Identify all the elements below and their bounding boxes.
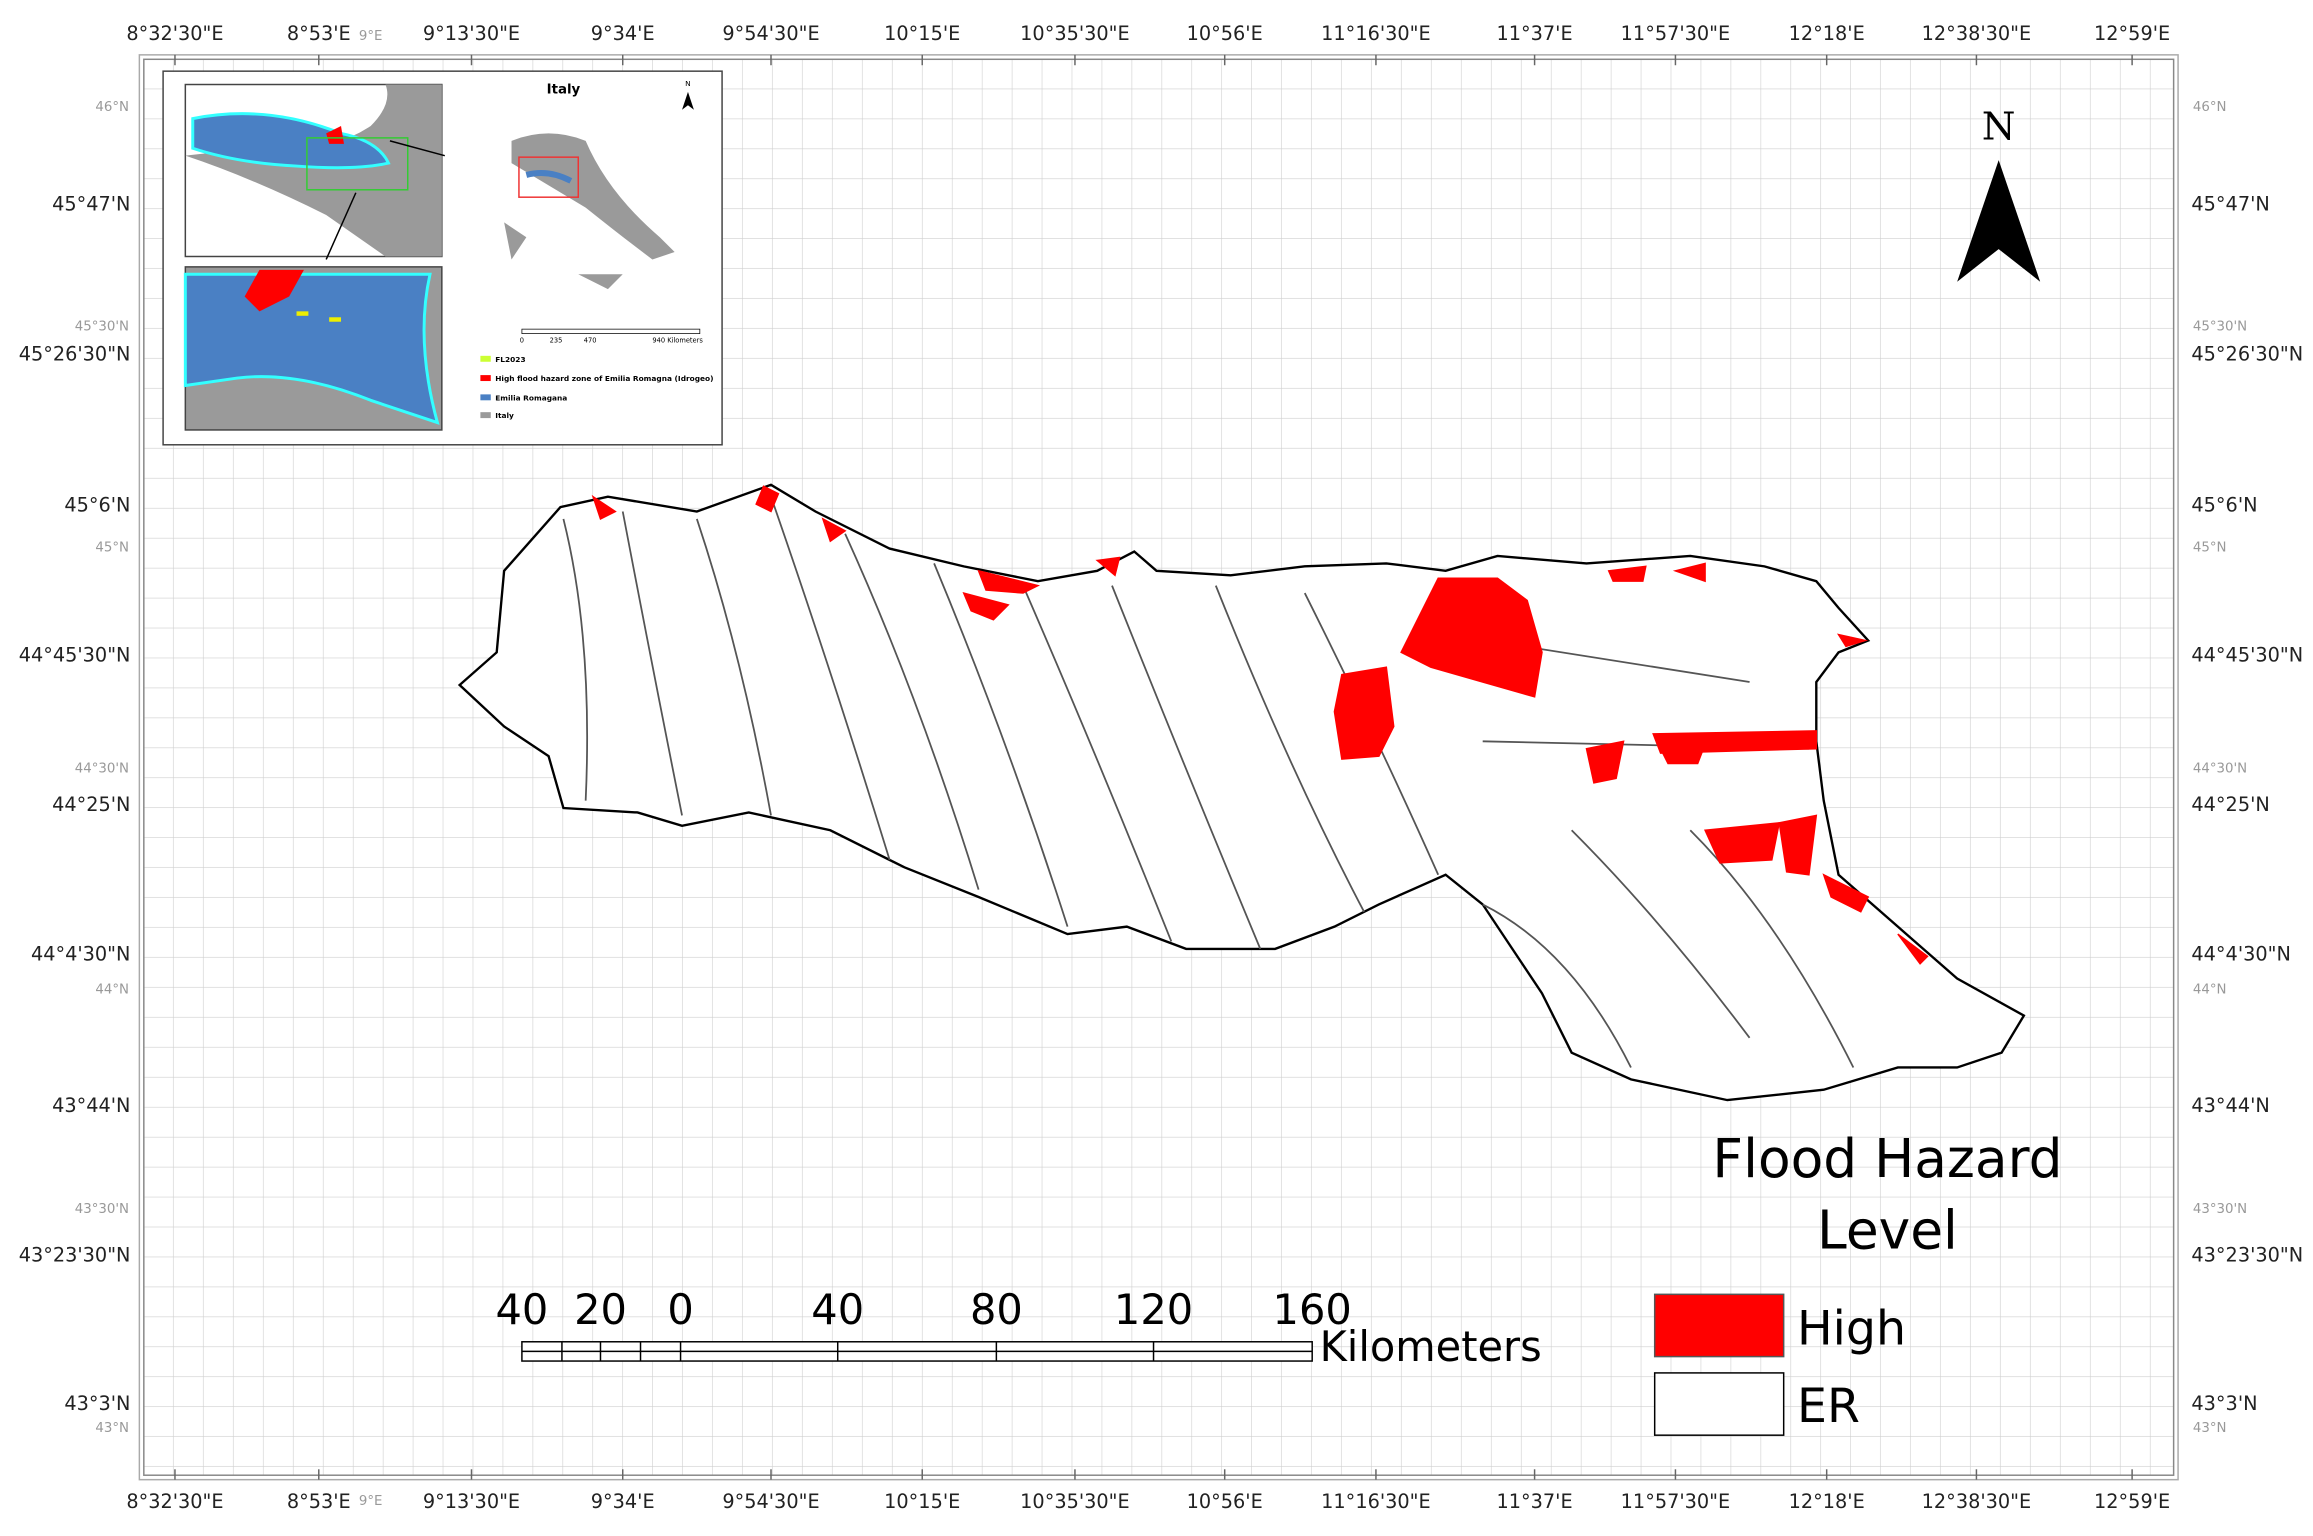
latitude-label: 44°4'30"N [2191, 943, 2291, 966]
minor-longitude-label: 9°E [359, 1494, 383, 1509]
longitude-label: 11°37'E [1497, 1490, 1573, 1513]
longitude-label: 9°54'30"E [722, 22, 819, 45]
longitude-label: 9°34'E [591, 22, 655, 45]
minor-latitude-label: 43°30'N [75, 1202, 129, 1217]
longitude-label: 8°53'E [287, 1490, 351, 1513]
inset-legend-label: FL2023 [495, 355, 525, 364]
legend-title: Flood Hazard [1712, 1127, 2062, 1190]
inset-scale-label: 0 [520, 336, 524, 344]
inset-scale-label: 235 [550, 336, 563, 344]
latitude-label: 44°45'30"N [19, 643, 131, 666]
inset-legend-label: High flood hazard zone of Emilia Romagna… [495, 374, 713, 383]
legend-label: High [1797, 1302, 1906, 1357]
longitude-label: 12°59'E [2094, 1490, 2170, 1513]
longitude-label: 9°13'30"E [423, 1490, 520, 1513]
inset-north: N [685, 79, 691, 88]
minor-latitude-label: 43°N [2193, 1421, 2227, 1436]
minor-latitude-label: 44°30'N [75, 761, 129, 776]
longitude-label: 12°38'30"E [1922, 1490, 2032, 1513]
longitude-label: 11°37'E [1497, 22, 1573, 45]
longitude-label: 10°35'30"E [1020, 22, 1130, 45]
longitude-label: 9°34'E [591, 1490, 655, 1513]
legend-swatch [1653, 1372, 1785, 1436]
longitude-label: 10°15'E [884, 22, 960, 45]
latitude-label: 43°44'N [2191, 1094, 2269, 1117]
latitude-label: 44°25'N [2191, 793, 2269, 816]
minor-latitude-label: 44°N [95, 982, 129, 997]
minor-latitude-label: 46°N [2193, 100, 2227, 115]
longitude-label: 10°56'E [1187, 1490, 1263, 1513]
minor-latitude-label: 45°30'N [75, 320, 129, 335]
latitude-label: 45°26'30"N [19, 342, 131, 365]
latitude-label: 45°47'N [52, 193, 130, 216]
north-label: N [1982, 104, 2016, 149]
latitude-label: 43°23'30"N [19, 1244, 131, 1267]
minor-latitude-label: 46°N [95, 100, 129, 115]
latitude-label: 43°23'30"N [2191, 1244, 2303, 1267]
longitude-label: 12°18'E [1789, 22, 1865, 45]
legend-swatch [1653, 1293, 1785, 1358]
scale-label: 160 [1273, 1285, 1352, 1334]
minor-latitude-label: 43°N [95, 1421, 129, 1436]
inset-title: Italy [547, 82, 581, 97]
longitude-label: 11°57'30"E [1621, 1490, 1731, 1513]
longitude-label: 11°16'30"E [1321, 1490, 1431, 1513]
latitude-label: 43°3'N [2191, 1392, 2257, 1415]
frame [138, 54, 2179, 1481]
longitude-label: 11°57'30"E [1621, 22, 1731, 45]
legend-title: Level [1817, 1198, 1958, 1261]
latitude-label: 44°4'30"N [31, 943, 131, 966]
scale-label: 40 [496, 1285, 549, 1334]
latitude-label: 45°47'N [2191, 193, 2269, 216]
minor-longitude-label: 9°E [359, 29, 383, 44]
inset-legend-label: Italy [495, 411, 514, 420]
latitude-label: 43°44'N [52, 1094, 130, 1117]
north-arrow [1957, 160, 2041, 282]
inset-scale-label: 470 [584, 336, 597, 344]
scale-label: 20 [574, 1285, 627, 1334]
longitude-label: 10°35'30"E [1020, 1490, 1130, 1513]
longitude-label: 8°53'E [287, 22, 351, 45]
latitude-label: 43°3'N [64, 1392, 130, 1415]
latitude-label: 45°26'30"N [2191, 342, 2303, 365]
latitude-label: 44°45'30"N [2191, 643, 2303, 666]
legend-label: ER [1797, 1379, 1860, 1434]
scale-label: 0 [667, 1285, 693, 1334]
scale-unit: Kilometers [1320, 1322, 1542, 1371]
longitude-label: 12°38'30"E [1922, 22, 2032, 45]
scale-label: 40 [811, 1285, 864, 1334]
longitude-label: 9°13'30"E [423, 22, 520, 45]
longitude-label: 10°15'E [884, 1490, 960, 1513]
longitude-label: 12°59'E [2094, 22, 2170, 45]
longitude-label: 10°56'E [1187, 22, 1263, 45]
minor-latitude-label: 45°N [95, 541, 129, 556]
scale-bar [521, 1341, 1313, 1362]
longitude-label: 9°54'30"E [722, 1490, 819, 1513]
longitude-label: 11°16'30"E [1321, 22, 1431, 45]
longitude-label: 8°32'30"E [126, 1490, 223, 1513]
inset-legend-label: Emilia Romagana [495, 393, 567, 402]
minor-latitude-label: 44°N [2193, 982, 2227, 997]
minor-latitude-label: 45°N [2193, 541, 2227, 556]
latitude-label: 45°6'N [64, 494, 130, 517]
latitude-label: 45°6'N [2191, 494, 2257, 517]
minor-latitude-label: 45°30'N [2193, 320, 2247, 335]
latitude-label: 44°25'N [52, 793, 130, 816]
scale-label: 120 [1114, 1285, 1193, 1334]
longitude-label: 8°32'30"E [126, 22, 223, 45]
inset: Italy N 0 235 470 940 Kilometers FL2023 … [162, 70, 723, 446]
longitude-label: 12°18'E [1789, 1490, 1865, 1513]
minor-latitude-label: 43°30'N [2193, 1202, 2247, 1217]
inset-scale-label: 940 Kilometers [652, 336, 703, 344]
region [457, 483, 2026, 1102]
minor-latitude-label: 44°30'N [2193, 761, 2247, 776]
scale-label: 80 [970, 1285, 1023, 1334]
